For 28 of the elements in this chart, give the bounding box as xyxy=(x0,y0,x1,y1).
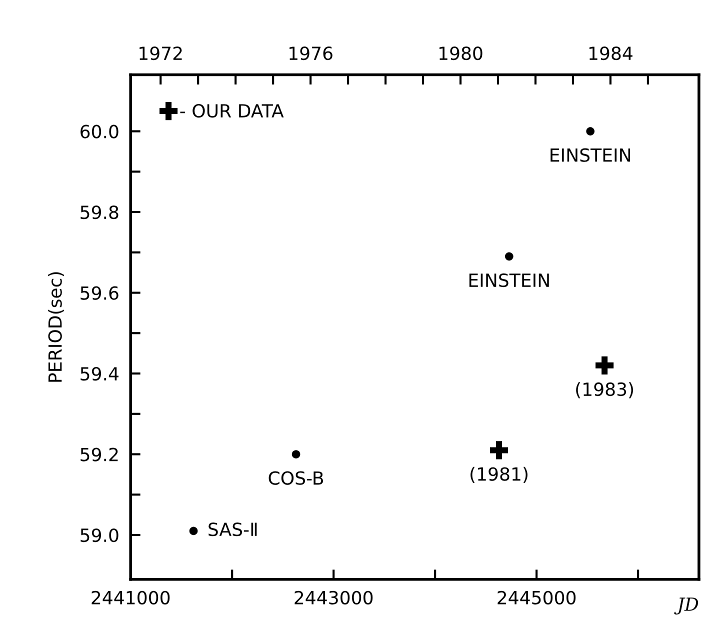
annotation: (1981) xyxy=(470,466,528,483)
x-tick-label: 2445000 xyxy=(498,590,576,604)
annotation: EINSTEIN xyxy=(550,148,630,162)
x-tick-label: 2443000 xyxy=(294,590,373,604)
point xyxy=(189,526,198,536)
y-tick-label: 59.6 xyxy=(80,286,118,300)
y-tick-label: 59.2 xyxy=(80,448,118,462)
y-tick-label: 59.4 xyxy=(80,366,118,381)
x2-tick-label: 1972 xyxy=(140,46,182,60)
x2-tick-label: 1980 xyxy=(440,46,482,60)
y-tick-label: 60.0 xyxy=(80,124,118,138)
annotation: SAS-Ⅱ xyxy=(208,522,257,536)
annotation: (1983) xyxy=(576,382,634,398)
legend-label: - OUR DATA xyxy=(180,104,284,118)
y-tick-label: 59.8 xyxy=(80,205,118,220)
annotation: EINSTEIN xyxy=(469,273,549,288)
point xyxy=(586,127,595,136)
x2-tick-label: 1984 xyxy=(589,46,632,60)
point xyxy=(292,450,300,458)
x-axis-title: JD xyxy=(674,598,698,615)
point xyxy=(596,356,614,374)
point xyxy=(490,441,508,460)
point xyxy=(504,252,514,261)
x2-tick-label: 1976 xyxy=(290,46,332,60)
x-tick-label: 2441000 xyxy=(92,590,170,604)
y-axis-title: PERIOD(sec) xyxy=(48,272,64,382)
y-tick-label: 59.0 xyxy=(80,528,118,542)
annotation: COS-B xyxy=(268,471,324,485)
